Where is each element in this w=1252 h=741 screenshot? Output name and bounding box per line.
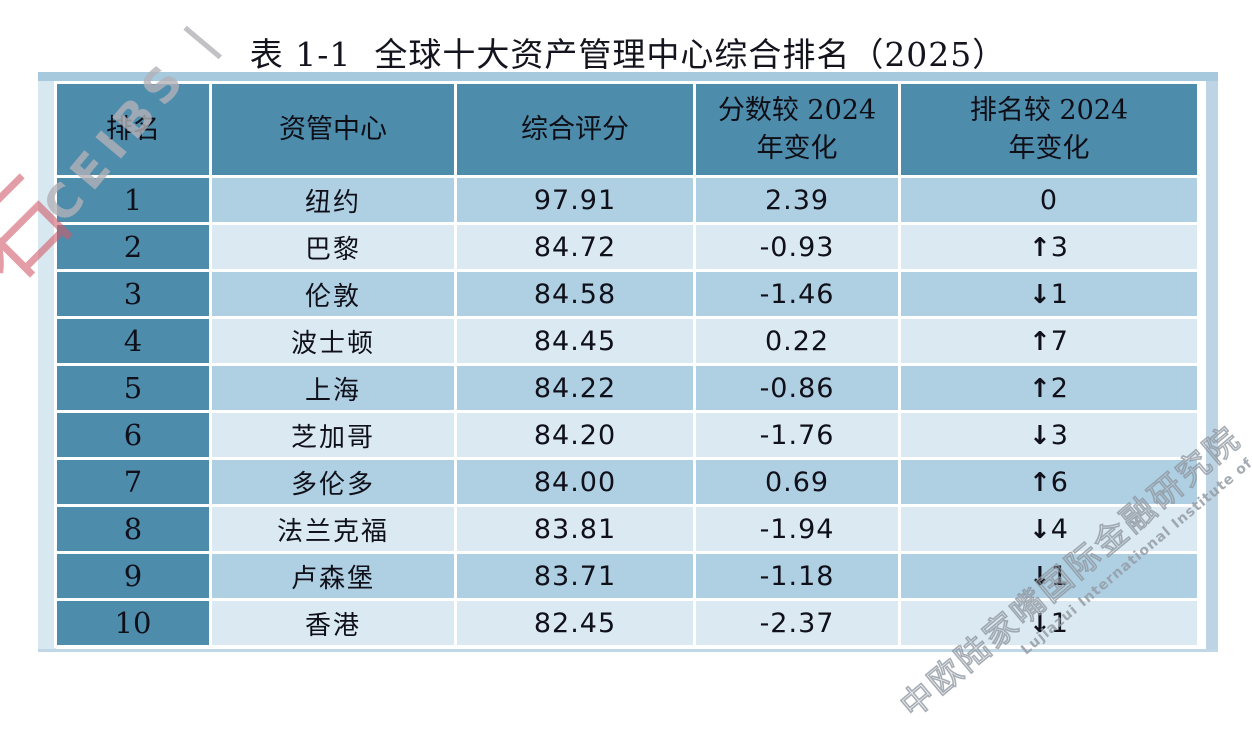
score-cell: 84.72	[457, 225, 693, 269]
header-score-change-line2: 年变化	[756, 132, 838, 164]
header-rank-change-line2: 年变化	[1008, 132, 1090, 164]
table-row: 2 巴黎 84.72 -0.93 ↑3	[57, 225, 1197, 269]
rank-change-value: 2	[1050, 372, 1069, 404]
rank-cell: 6	[57, 413, 209, 457]
score-cell: 84.58	[457, 272, 693, 316]
rank-change-cell: ↑3	[901, 225, 1197, 269]
rank-cell: 3	[57, 272, 209, 316]
page-title: 表 1-1 全球十大资产管理中心综合排名（2025）	[249, 35, 1007, 74]
rank-change-value: 1	[1050, 278, 1069, 310]
rank-change-arrow-icon: ↑	[1029, 326, 1051, 357]
rank-change-cell: ↓4	[901, 507, 1197, 551]
score-change-cell: -1.46	[696, 272, 898, 316]
table-row: 10 香港 82.45 -2.37 ↓1	[57, 601, 1197, 645]
rank-change-value: 0	[1039, 184, 1059, 216]
score-cell: 97.91	[457, 178, 693, 222]
ranking-table: 排名 资管中心 综合评分 分数较 2024 年变化 排名较 2024 年变化 1	[54, 81, 1200, 648]
rank-change-cell: ↓1	[901, 601, 1197, 645]
center-cell: 纽约	[212, 178, 454, 222]
rank-change-cell: ↑6	[901, 460, 1197, 504]
rank-change-cell: ↓1	[901, 272, 1197, 316]
rank-cell: 5	[57, 366, 209, 410]
header-score-change-line1: 分数较 2024	[717, 94, 877, 126]
header-center-line1: 资管中心	[279, 113, 387, 145]
table-row: 3 伦敦 84.58 -1.46 ↓1	[57, 272, 1197, 316]
table-row: 7 多伦多 84.00 0.69 ↑6	[57, 460, 1197, 504]
table-row: 6 芝加哥 84.20 -1.76 ↓3	[57, 413, 1197, 457]
rank-change-value: 1	[1050, 607, 1069, 639]
table-row: 1 纽约 97.91 2.39 0	[57, 178, 1197, 222]
center-cell: 伦敦	[212, 272, 454, 316]
header-row: 排名 资管中心 综合评分 分数较 2024 年变化 排名较 2024 年变化	[57, 84, 1197, 175]
ranking-table-frame: 排名 资管中心 综合评分 分数较 2024 年变化 排名较 2024 年变化 1	[38, 72, 1218, 652]
score-change-cell: -1.76	[696, 413, 898, 457]
frame-band-right	[1206, 81, 1218, 649]
score-change-cell: -2.37	[696, 601, 898, 645]
rank-cell: 7	[57, 460, 209, 504]
score-cell: 83.71	[457, 554, 693, 598]
header-score-line1: 综合评分	[521, 113, 629, 145]
rank-change-cell: ↑7	[901, 319, 1197, 363]
score-change-cell: -0.86	[696, 366, 898, 410]
rank-change-arrow-icon: ↓	[1029, 420, 1051, 451]
rank-change-cell: ↓3	[901, 413, 1197, 457]
header-score: 综合评分	[457, 84, 693, 175]
score-cell: 84.22	[457, 366, 693, 410]
rank-change-arrow-icon: ↓	[1029, 514, 1051, 545]
score-cell: 84.45	[457, 319, 693, 363]
rank-change-arrow-icon: ↑	[1029, 373, 1051, 404]
center-cell: 巴黎	[212, 225, 454, 269]
header-rank-line1: 排名	[106, 113, 160, 145]
center-cell: 芝加哥	[212, 413, 454, 457]
score-change-cell: -1.94	[696, 507, 898, 551]
center-cell: 卢森堡	[212, 554, 454, 598]
header-rank: 排名	[57, 84, 209, 175]
rank-change-arrow-icon: ↓	[1029, 279, 1051, 310]
score-change-cell: 0.69	[696, 460, 898, 504]
score-change-cell: 2.39	[696, 178, 898, 222]
score-cell: 84.00	[457, 460, 693, 504]
rank-change-cell: 0	[901, 178, 1197, 222]
rank-change-value: 1	[1050, 560, 1069, 592]
rank-change-cell: ↓1	[901, 554, 1197, 598]
center-cell: 香港	[212, 601, 454, 645]
rank-change-arrow-icon: ↑	[1029, 467, 1051, 498]
center-cell: 波士顿	[212, 319, 454, 363]
table-row: 8 法兰克福 83.81 -1.94 ↓4	[57, 507, 1197, 551]
center-cell: 多伦多	[212, 460, 454, 504]
rank-cell: 8	[57, 507, 209, 551]
header-score-change: 分数较 2024 年变化	[696, 84, 898, 175]
score-cell: 82.45	[457, 601, 693, 645]
header-rank-change: 排名较 2024 年变化	[901, 84, 1197, 175]
frame-band-bottom	[38, 649, 1218, 652]
rank-change-value: 7	[1050, 325, 1069, 357]
rank-change-value: 6	[1050, 466, 1069, 498]
score-cell: 84.20	[457, 413, 693, 457]
center-cell: 上海	[212, 366, 454, 410]
rank-cell: 1	[57, 178, 209, 222]
rank-cell: 2	[57, 225, 209, 269]
table-row: 5 上海 84.22 -0.86 ↑2	[57, 366, 1197, 410]
rank-change-cell: ↑2	[901, 366, 1197, 410]
rank-change-value: 3	[1050, 231, 1069, 263]
score-change-cell: -1.18	[696, 554, 898, 598]
rank-change-value: 4	[1050, 513, 1069, 545]
score-change-cell: -0.93	[696, 225, 898, 269]
rank-cell: 10	[57, 601, 209, 645]
rank-change-value: 3	[1050, 419, 1069, 451]
rank-change-arrow-icon: ↓	[1029, 608, 1051, 639]
center-cell: 法兰克福	[212, 507, 454, 551]
rank-cell: 4	[57, 319, 209, 363]
rank-cell: 9	[57, 554, 209, 598]
frame-band-left	[38, 81, 56, 649]
table-row: 9 卢森堡 83.71 -1.18 ↓1	[57, 554, 1197, 598]
table-row: 4 波士顿 84.45 0.22 ↑7	[57, 319, 1197, 363]
header-rank-change-line1: 排名较 2024	[969, 94, 1129, 126]
rank-change-arrow-icon: ↑	[1029, 232, 1051, 263]
score-cell: 83.81	[457, 507, 693, 551]
header-center: 资管中心	[212, 84, 454, 175]
rank-change-arrow-icon: ↓	[1029, 561, 1051, 592]
score-change-cell: 0.22	[696, 319, 898, 363]
frame-band-top	[38, 72, 1218, 81]
